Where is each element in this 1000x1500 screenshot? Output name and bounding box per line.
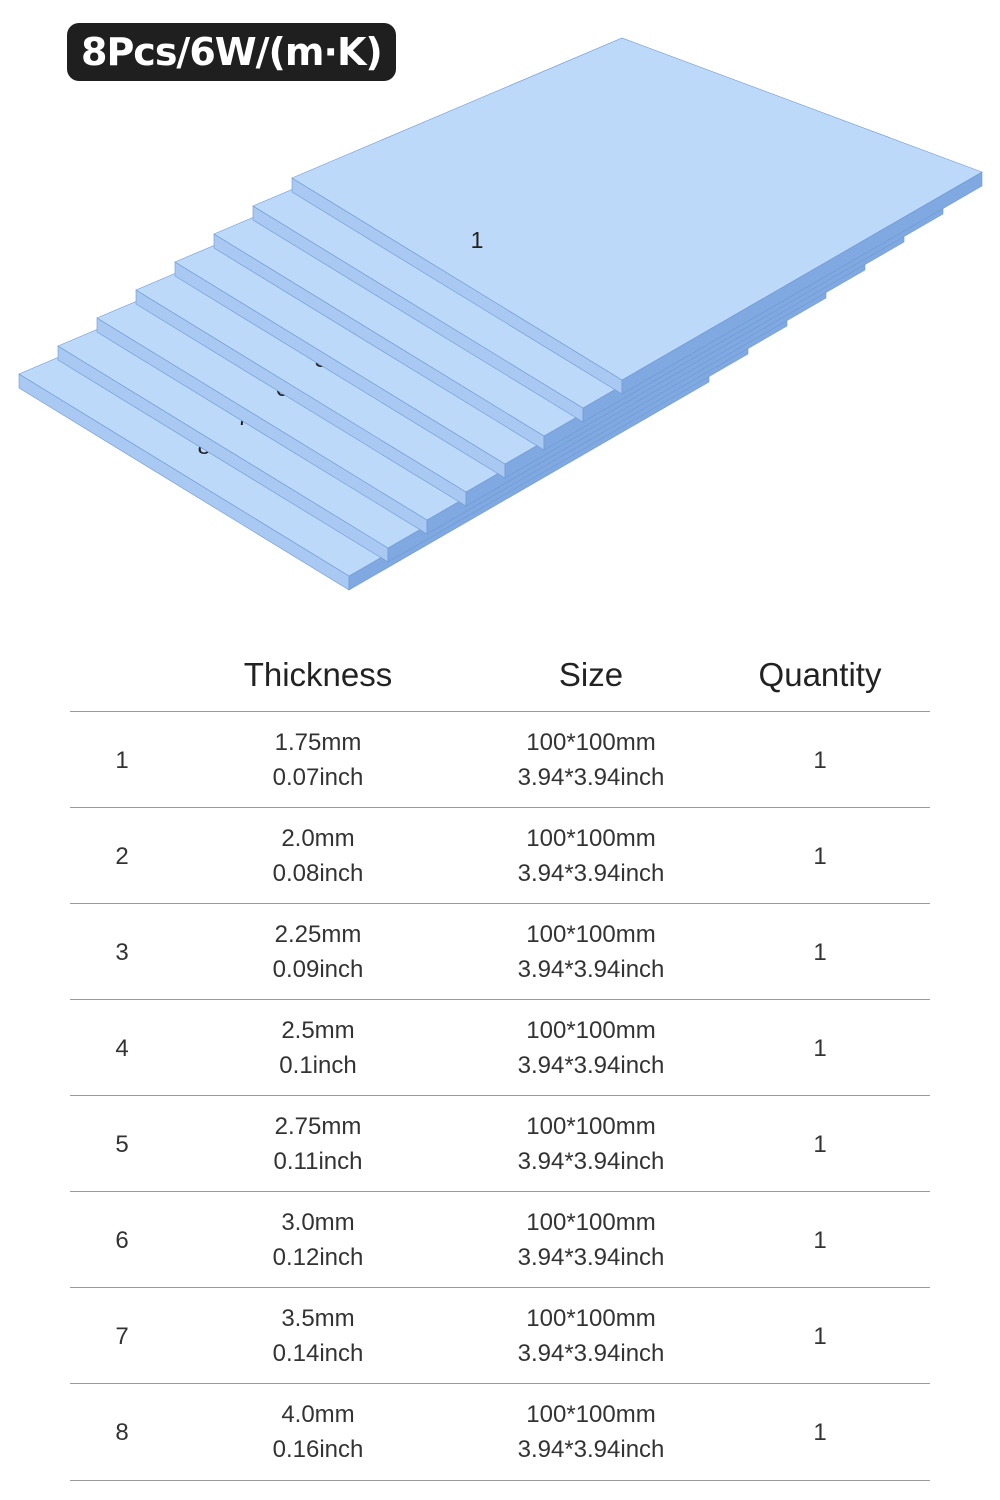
size-cell: 100*100mm 3.94*3.94inch	[518, 904, 665, 1000]
row-index: 8	[115, 1384, 128, 1480]
size-mm: 100*100mm	[526, 1401, 656, 1428]
thickness-mm: 2.25mm	[274, 921, 362, 948]
thickness-cell: 3.5mm 0.14inch	[273, 1288, 364, 1384]
size-mm: 100*100mm	[526, 729, 656, 756]
quantity-value: 1	[813, 938, 827, 966]
size-inch: 3.94*3.94inch	[517, 1340, 665, 1367]
thickness-cell: 2.0mm 0.08inch	[273, 808, 364, 904]
table-header-quantity: Quantity	[758, 656, 882, 693]
quantity-cell: 1	[813, 1096, 826, 1192]
table-row: 3 2.25mm 0.09inch 100*100mm 3.94*3.94inch 1	[70, 903, 930, 1000]
thermal-pad-1: 1	[291, 37, 983, 395]
thickness-cell: 2.25mm 0.09inch	[273, 904, 364, 1000]
thickness-cell: 4.0mm 0.16inch	[273, 1384, 364, 1480]
size-inch: 3.94*3.94inch	[517, 1436, 665, 1463]
size-inch: 3.94*3.94inch	[517, 1244, 665, 1271]
row-index-text: 4	[115, 1034, 129, 1062]
thickness-mm: 1.75mm	[274, 729, 362, 756]
thickness-cell: 2.75mm 0.11inch	[274, 1096, 363, 1192]
thickness-inch: 0.09inch	[272, 956, 364, 983]
size-cell: 100*100mm 3.94*3.94inch	[518, 1192, 665, 1288]
size-cell: 100*100mm 3.94*3.94inch	[518, 1288, 665, 1384]
thermal-pads-illustration: 87654321	[18, 37, 983, 591]
table-row: 8 4.0mm 0.16inch 100*100mm 3.94*3.94inch 1	[70, 1383, 930, 1481]
quantity-value: 1	[813, 1418, 827, 1446]
table-row: 7 3.5mm 0.14inch 100*100mm 3.94*3.94inch 1	[70, 1287, 930, 1384]
thickness-inch: 0.1inch	[279, 1052, 357, 1079]
size-inch: 3.94*3.94inch	[517, 956, 665, 983]
thickness-inch: 0.16inch	[272, 1436, 364, 1463]
table-header-size: Size	[558, 656, 624, 693]
row-index-text: 2	[115, 842, 129, 870]
quantity-value: 1	[813, 1034, 827, 1062]
size-cell: 100*100mm 3.94*3.94inch	[518, 1000, 665, 1096]
product-badge: 8Pcs/6W/(m·K)	[67, 23, 396, 81]
size-cell: 100*100mm 3.94*3.94inch	[518, 808, 665, 904]
table-row: 2 2.0mm 0.08inch 100*100mm 3.94*3.94inch 1	[70, 807, 930, 904]
thickness-mm: 3.5mm	[281, 1305, 355, 1332]
thickness-mm: 3.0mm	[281, 1209, 355, 1236]
thickness-inch: 0.11inch	[273, 1148, 363, 1175]
size-inch: 3.94*3.94inch	[517, 764, 665, 791]
table-row: 1 1.75mm 0.07inch 100*100mm 3.94*3.94inch 1	[70, 711, 930, 808]
row-index-text: 3	[115, 938, 129, 966]
thickness-mm: 2.5mm	[281, 1017, 355, 1044]
quantity-cell: 1	[813, 1288, 826, 1384]
quantity-cell: 1	[813, 1192, 826, 1288]
row-index-text: 8	[115, 1418, 129, 1446]
quantity-cell: 1	[813, 712, 826, 808]
quantity-value: 1	[813, 1226, 827, 1254]
table-row: 6 3.0mm 0.12inch 100*100mm 3.94*3.94inch 1	[70, 1191, 930, 1288]
size-mm: 100*100mm	[526, 921, 656, 948]
size-mm: 100*100mm	[526, 1305, 656, 1332]
quantity-value: 1	[813, 842, 827, 870]
row-index: 6	[115, 1192, 128, 1288]
size-inch: 3.94*3.94inch	[517, 860, 665, 887]
table-header-thickness: Thickness	[243, 656, 393, 693]
quantity-cell: 1	[813, 1000, 826, 1096]
size-cell: 100*100mm 3.94*3.94inch	[518, 712, 665, 808]
row-index-text: 1	[115, 746, 129, 774]
row-index: 5	[115, 1096, 128, 1192]
row-index-text: 7	[115, 1322, 129, 1350]
pad-label: 1	[471, 227, 484, 253]
thickness-mm: 2.0mm	[281, 825, 355, 852]
size-cell: 100*100mm 3.94*3.94inch	[518, 1096, 665, 1192]
size-cell: 100*100mm 3.94*3.94inch	[518, 1384, 665, 1480]
thickness-inch: 0.08inch	[272, 860, 364, 887]
table-row: 4 2.5mm 0.1inch 100*100mm 3.94*3.94inch 1	[70, 999, 930, 1096]
thickness-inch: 0.07inch	[272, 764, 364, 791]
quantity-cell: 1	[813, 904, 826, 1000]
size-mm: 100*100mm	[526, 1017, 656, 1044]
thickness-cell: 3.0mm 0.12inch	[273, 1192, 364, 1288]
row-index-text: 5	[115, 1130, 129, 1158]
thickness-inch: 0.14inch	[272, 1340, 364, 1367]
table-row: 5 2.75mm 0.11inch 100*100mm 3.94*3.94inch 1	[70, 1095, 930, 1192]
thickness-cell: 2.5mm 0.1inch	[279, 1000, 356, 1096]
quantity-cell: 1	[813, 1384, 826, 1480]
row-index: 1	[115, 712, 128, 808]
row-index: 2	[115, 808, 128, 904]
row-index: 7	[115, 1288, 128, 1384]
pad-top-face	[291, 37, 983, 381]
quantity-value: 1	[813, 1322, 827, 1350]
size-mm: 100*100mm	[526, 1209, 656, 1236]
size-mm: 100*100mm	[526, 825, 656, 852]
thickness-mm: 4.0mm	[281, 1401, 355, 1428]
quantity-value: 1	[813, 746, 827, 774]
thickness-inch: 0.12inch	[272, 1244, 364, 1271]
size-mm: 100*100mm	[526, 1113, 656, 1140]
thickness-mm: 2.75mm	[274, 1113, 362, 1140]
row-index: 4	[115, 1000, 128, 1096]
row-index-text: 6	[115, 1226, 129, 1254]
size-inch: 3.94*3.94inch	[517, 1148, 665, 1175]
quantity-cell: 1	[813, 808, 826, 904]
thickness-cell: 1.75mm 0.07inch	[273, 712, 364, 808]
size-inch: 3.94*3.94inch	[517, 1052, 665, 1079]
quantity-value: 1	[813, 1130, 827, 1158]
row-index: 3	[115, 904, 128, 1000]
